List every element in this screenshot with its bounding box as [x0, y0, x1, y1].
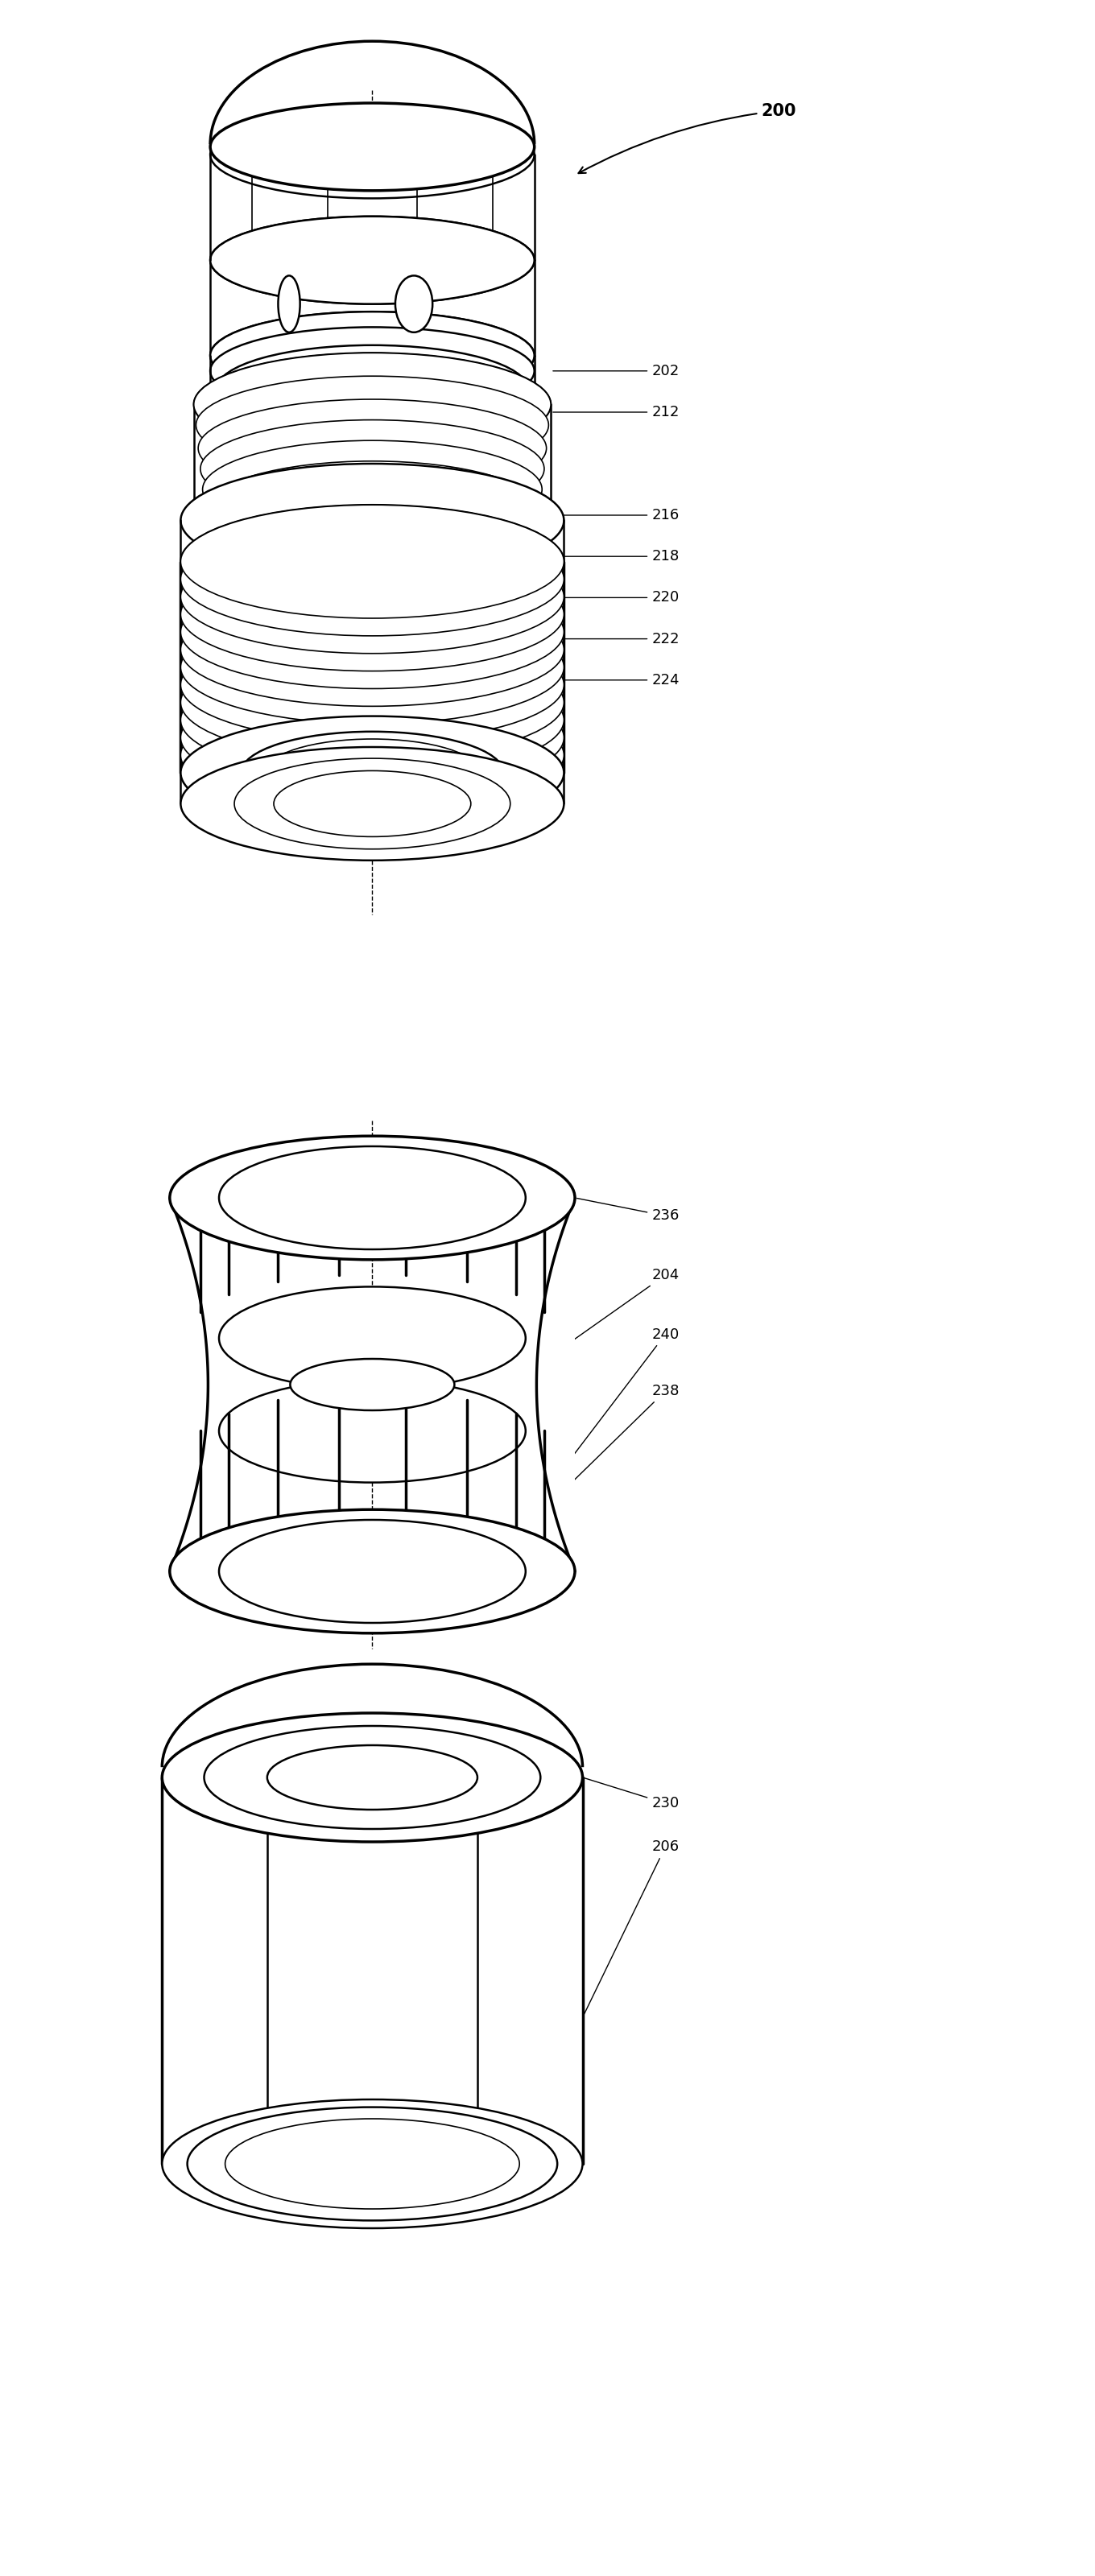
Polygon shape [181, 773, 564, 804]
Ellipse shape [219, 1381, 526, 1481]
Ellipse shape [226, 2117, 519, 2208]
Ellipse shape [181, 556, 564, 670]
Ellipse shape [219, 1285, 526, 1388]
Polygon shape [210, 355, 534, 404]
Ellipse shape [194, 469, 551, 572]
Polygon shape [181, 520, 564, 562]
Ellipse shape [181, 662, 564, 778]
Ellipse shape [187, 2107, 557, 2221]
Ellipse shape [205, 461, 540, 559]
Ellipse shape [198, 399, 546, 497]
Ellipse shape [210, 361, 534, 448]
Text: 230: 230 [585, 1777, 679, 1811]
Ellipse shape [267, 1747, 477, 1808]
Ellipse shape [278, 276, 300, 332]
Ellipse shape [210, 312, 534, 399]
Ellipse shape [181, 629, 564, 742]
Ellipse shape [196, 376, 549, 474]
Ellipse shape [181, 716, 564, 829]
Polygon shape [210, 155, 534, 260]
Ellipse shape [241, 732, 504, 814]
Ellipse shape [203, 440, 542, 538]
Ellipse shape [290, 1360, 454, 1412]
Ellipse shape [181, 647, 564, 760]
Ellipse shape [162, 2099, 583, 2228]
Text: 224: 224 [553, 672, 679, 688]
Text: 218: 218 [553, 549, 679, 564]
Text: 216: 216 [553, 507, 679, 523]
Polygon shape [210, 260, 534, 355]
Text: 202: 202 [553, 363, 679, 379]
Polygon shape [194, 404, 551, 520]
Text: 204: 204 [512, 1267, 679, 1383]
Polygon shape [170, 1198, 575, 1571]
Ellipse shape [181, 611, 564, 724]
Ellipse shape [210, 103, 534, 191]
Ellipse shape [265, 739, 480, 806]
Text: 238: 238 [495, 1383, 679, 1556]
Ellipse shape [194, 353, 551, 456]
Ellipse shape [210, 216, 534, 304]
Ellipse shape [217, 345, 528, 433]
Ellipse shape [219, 1146, 526, 1249]
Ellipse shape [162, 1713, 583, 1842]
Ellipse shape [210, 216, 534, 304]
Ellipse shape [170, 1510, 575, 1633]
Ellipse shape [181, 464, 564, 577]
Ellipse shape [181, 523, 564, 636]
Text: 206: 206 [563, 1839, 679, 2058]
Polygon shape [181, 562, 564, 773]
Ellipse shape [395, 276, 433, 332]
Text: 220: 220 [553, 590, 679, 605]
Ellipse shape [204, 1726, 541, 1829]
Ellipse shape [181, 680, 564, 793]
Ellipse shape [181, 716, 564, 829]
Text: 240: 240 [526, 1327, 679, 1517]
Ellipse shape [194, 353, 551, 456]
Text: 222: 222 [553, 631, 679, 647]
Ellipse shape [274, 770, 471, 837]
Ellipse shape [181, 592, 564, 706]
Text: 236: 236 [577, 1198, 679, 1224]
Text: 200: 200 [578, 103, 796, 173]
Ellipse shape [219, 1520, 526, 1623]
Ellipse shape [181, 574, 564, 688]
Polygon shape [162, 1777, 583, 2164]
Ellipse shape [181, 505, 564, 618]
Ellipse shape [181, 747, 564, 860]
Ellipse shape [210, 327, 534, 415]
Ellipse shape [234, 757, 510, 850]
Ellipse shape [181, 698, 564, 811]
Ellipse shape [181, 541, 564, 654]
Text: 212: 212 [553, 404, 679, 420]
Ellipse shape [170, 1136, 575, 1260]
Ellipse shape [181, 505, 564, 618]
Ellipse shape [200, 420, 544, 518]
Ellipse shape [210, 111, 534, 198]
Ellipse shape [210, 312, 534, 399]
